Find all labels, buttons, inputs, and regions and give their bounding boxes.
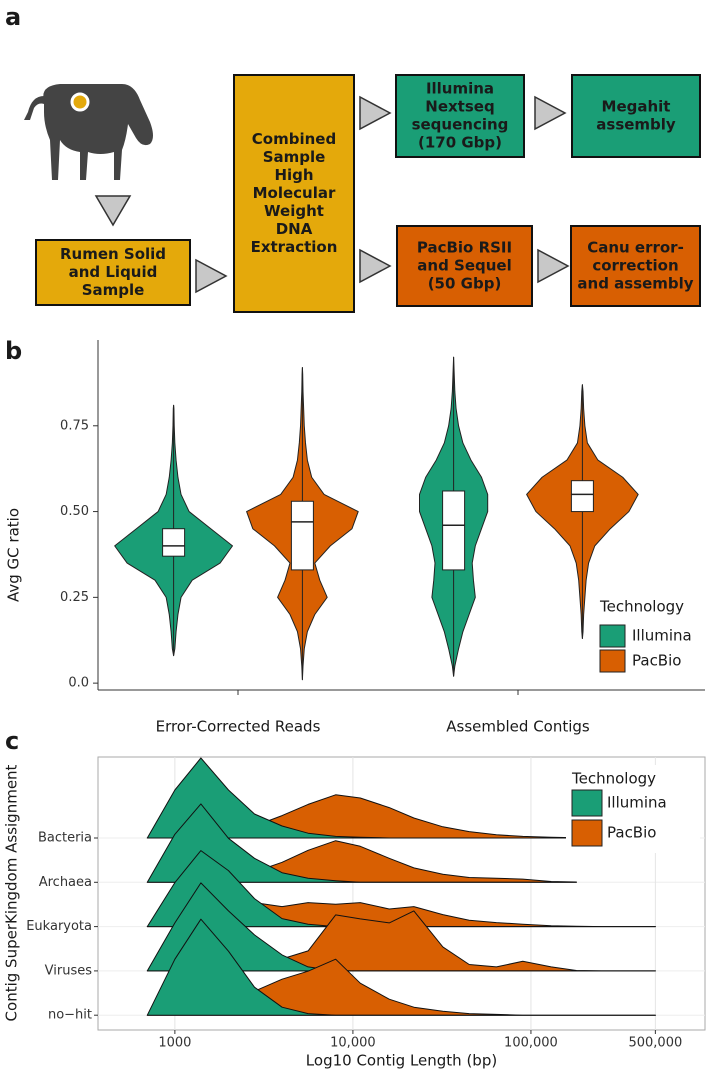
box-text: sequencing (412, 116, 509, 134)
y-tick-label: Eukaryota (26, 919, 92, 934)
legend-label: PacBio (632, 652, 681, 670)
y-tick-label: 0.0 (68, 676, 89, 691)
process-box (395, 74, 525, 158)
process-box (233, 74, 355, 313)
x-tick-label: 1000 (158, 1036, 191, 1051)
legend-label: PacBio (607, 824, 656, 842)
box-text: and Liquid (69, 263, 158, 281)
y-tick-label: 0.50 (60, 504, 89, 519)
process-box (35, 239, 191, 306)
y-axis-label: Contig SuperKingdom Assignment (3, 764, 21, 1021)
ridge (146, 757, 577, 839)
cow-icon (24, 84, 154, 180)
box-text: Combined (252, 130, 336, 148)
panel-label: b (5, 337, 22, 365)
box-text: Megahit (602, 98, 671, 116)
box-text: correction (592, 257, 678, 275)
arrows (94, 95, 570, 294)
legend-key (599, 649, 626, 673)
box-text: Rumen Solid (60, 245, 166, 263)
ridge (146, 803, 577, 883)
y-tick-label: Bacteria (38, 831, 92, 846)
legend-title: Technology (571, 770, 656, 788)
box-text: Molecular (253, 184, 336, 202)
box-text: Sample (263, 148, 326, 166)
box-text: High (274, 166, 313, 184)
process-box (571, 74, 701, 158)
box (162, 528, 186, 557)
box-text: and assembly (577, 275, 693, 293)
x-tick-label: Error-Corrected Reads (156, 718, 321, 736)
legend-label: Illumina (632, 627, 692, 645)
box-text: Sample (82, 281, 145, 299)
box-text: Extraction (251, 238, 338, 256)
y-tick-label: Archaea (39, 875, 92, 890)
panel-label: c (5, 727, 19, 755)
y-tick-label: 0.25 (60, 590, 89, 605)
legend-label: Illumina (607, 794, 667, 812)
box-text: DNA (276, 220, 313, 238)
ridge (146, 918, 656, 1016)
y-tick-label: no−hit (48, 1008, 92, 1023)
legend-title: Technology (599, 598, 684, 616)
box-text: (170 Gbp) (418, 134, 502, 152)
x-axis-label: Log10 Contig Length (bp) (306, 1052, 497, 1070)
box-text: Weight (264, 202, 324, 220)
box (442, 490, 466, 571)
box-text: (50 Gbp) (428, 275, 502, 293)
box-text: and Sequel (417, 257, 511, 275)
y-axis-label: Avg GC ratio (5, 508, 23, 602)
x-tick-label: 500,000 (628, 1036, 682, 1051)
y-tick-label: Viruses (45, 963, 93, 978)
box-text: PacBio RSII (417, 239, 512, 257)
box (570, 480, 594, 513)
box-text: assembly (596, 116, 676, 134)
x-tick-label: 10,000 (330, 1036, 376, 1051)
box-text: Canu error- (587, 239, 684, 257)
box-text: Nextseq (425, 98, 494, 116)
y-tick-label: 0.75 (60, 418, 89, 433)
process-box (570, 225, 701, 307)
x-tick-label: Assembled Contigs (446, 718, 590, 736)
x-tick-label: 100,000 (504, 1036, 558, 1051)
legend-key (571, 789, 603, 817)
process-box (396, 225, 533, 307)
box-text: Illumina (426, 80, 494, 98)
panel-label: a (5, 3, 21, 31)
legend-key (599, 624, 626, 648)
box (290, 500, 314, 571)
legend-key (571, 819, 603, 847)
